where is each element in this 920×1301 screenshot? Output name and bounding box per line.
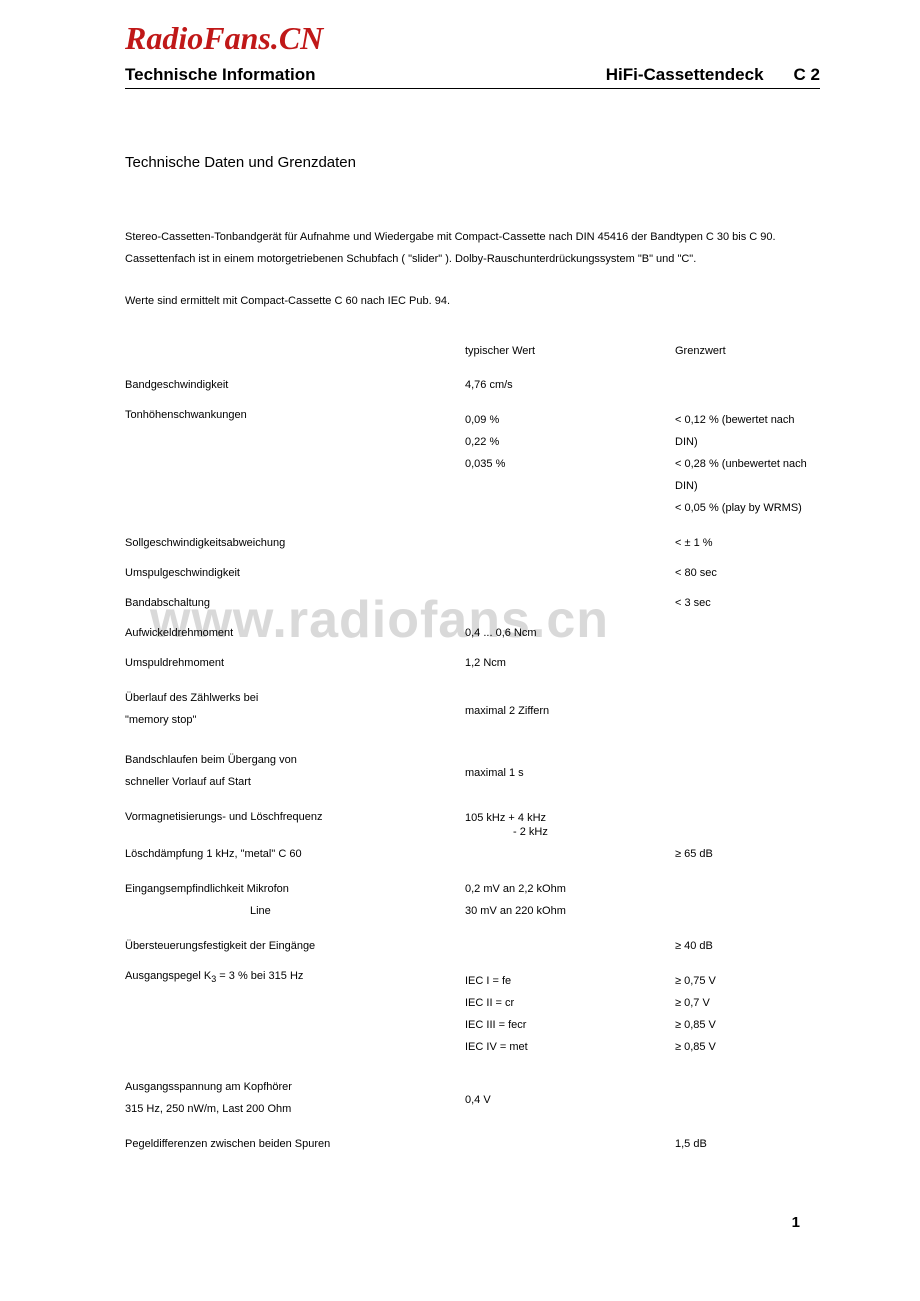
spec-grenz: ≥ 65 dB (675, 848, 820, 860)
header-left-title: Technische Information (125, 65, 316, 85)
spec-label: Umspuldrehmoment (125, 657, 465, 669)
table-row: Bandabschaltung < 3 sec (125, 597, 820, 609)
spec-typ: maximal 1 s (465, 749, 675, 779)
spec-label-line: Line (125, 900, 465, 922)
spec-grenz: ≥ 40 dB (675, 940, 820, 952)
col-grenz-header: Grenzwert (675, 345, 820, 357)
table-row: Überlauf des Zählwerks bei "memory stop"… (125, 687, 820, 731)
spec-typ: 0,4 ... 0,6 Ncm (465, 627, 675, 639)
spec-table: typischer Wert Grenzwert Bandgeschwindig… (125, 345, 820, 1150)
spec-label: Bandgeschwindigkeit (125, 379, 465, 391)
spec-typ: 0,09 % 0,22 % 0,035 % (465, 409, 675, 475)
spec-grenz-line: < 0,12 % (bewertet nach DIN) (675, 409, 820, 453)
spec-label: Vormagnetisierungs- und Löschfrequenz (125, 811, 465, 823)
col-typ-header: typischer Wert (465, 345, 675, 357)
spec-typ: 1,2 Ncm (465, 657, 675, 669)
table-row: Pegeldifferenzen zwischen beiden Spuren … (125, 1138, 820, 1150)
spec-typ-line: IEC IV = met (465, 1036, 675, 1058)
spec-label-line: Überlauf des Zählwerks bei (125, 687, 465, 709)
header-model: C 2 (794, 65, 820, 85)
spec-grenz: < 0,12 % (bewertet nach DIN) < 0,28 % (u… (675, 409, 820, 519)
intro-paragraph: Stereo-Cassetten-Tonbandgerät für Aufnah… (125, 226, 820, 270)
spec-typ: 0,2 mV an 2,2 kOhm 30 mV an 220 kOhm (465, 878, 675, 922)
spec-typ: 4,76 cm/s (465, 379, 675, 391)
spec-typ: 105 kHz + 4 kHz - 2 kHz (465, 811, 675, 840)
table-row: Umspulgeschwindigkeit < 80 sec (125, 567, 820, 579)
table-header-row: typischer Wert Grenzwert (125, 345, 820, 357)
spec-label: Aufwickeldrehmoment (125, 627, 465, 639)
spec-label: Eingangsempfindlichkeit Mikrofon Line (125, 878, 465, 922)
spec-typ-line: 0,035 % (465, 453, 675, 475)
spec-grenz-line: ≥ 0,7 V (675, 992, 820, 1014)
table-row: Ausgangspegel K3 = 3 % bei 315 Hz IEC I … (125, 970, 820, 1058)
brand-logo: RadioFans.CN (125, 20, 820, 57)
table-row: Vormagnetisierungs- und Löschfrequenz 10… (125, 811, 820, 840)
spec-typ: IEC I = fe IEC II = cr IEC III = fecr IE… (465, 970, 675, 1058)
spec-grenz: < 80 sec (675, 567, 820, 579)
table-row: Bandgeschwindigkeit 4,76 cm/s (125, 379, 820, 391)
spec-label: Tonhöhenschwankungen (125, 409, 465, 421)
header-right-group: HiFi-Cassettendeck C 2 (606, 65, 820, 85)
spec-grenz-line: < 0,28 % (unbewertet nach DIN) (675, 453, 820, 497)
spec-grenz-line: ≥ 0,85 V (675, 1036, 820, 1058)
spec-grenz: < ± 1 % (675, 537, 820, 549)
spec-label-line: Eingangsempfindlichkeit Mikrofon (125, 878, 465, 900)
spec-label: Überlauf des Zählwerks bei "memory stop" (125, 687, 465, 731)
spec-typ-line: 0,22 % (465, 431, 675, 453)
spec-label: Umspulgeschwindigkeit (125, 567, 465, 579)
spec-label-line: "memory stop" (125, 709, 465, 731)
spec-label: Pegeldifferenzen zwischen beiden Spuren (125, 1138, 465, 1150)
table-row: Übersteuerungsfestigkeit der Eingänge ≥ … (125, 940, 820, 952)
table-row: Umspuldrehmoment 1,2 Ncm (125, 657, 820, 669)
spec-typ-line: IEC II = cr (465, 992, 675, 1014)
table-row: Löschdämpfung 1 kHz, "metal" C 60 ≥ 65 d… (125, 848, 820, 860)
spec-typ-line: IEC III = fecr (465, 1014, 675, 1036)
spec-label-pre: Ausgangspegel K (125, 970, 211, 982)
spec-label-post: = 3 % bei 315 Hz (216, 970, 303, 982)
spec-label: Bandabschaltung (125, 597, 465, 609)
spec-label: Löschdämpfung 1 kHz, "metal" C 60 (125, 848, 465, 860)
spec-label: Sollgeschwindigkeitsabweichung (125, 537, 465, 549)
table-row: Tonhöhenschwankungen 0,09 % 0,22 % 0,035… (125, 409, 820, 519)
spec-typ-line: 30 mV an 220 kOhm (465, 900, 675, 922)
section-title: Technische Daten und Grenzdaten (125, 154, 820, 171)
spec-grenz: ≥ 0,75 V ≥ 0,7 V ≥ 0,85 V ≥ 0,85 V (675, 970, 820, 1058)
spec-label-line: 315 Hz, 250 nW/m, Last 200 Ohm (125, 1098, 465, 1120)
spec-label: Übersteuerungsfestigkeit der Eingänge (125, 940, 465, 952)
spec-label-line: Ausgangsspannung am Kopfhörer (125, 1076, 465, 1098)
spec-label-line: schneller Vorlauf auf Start (125, 771, 465, 793)
spec-typ-line: 0,09 % (465, 409, 675, 431)
table-row: Aufwickeldrehmoment 0,4 ... 0,6 Ncm (125, 627, 820, 639)
spec-label-line: Bandschlaufen beim Übergang von (125, 749, 465, 771)
spec-grenz-line: < 0,05 % (play by WRMS) (675, 497, 820, 519)
table-row: Eingangsempfindlichkeit Mikrofon Line 0,… (125, 878, 820, 922)
spec-label: Ausgangsspannung am Kopfhörer 315 Hz, 25… (125, 1076, 465, 1120)
header-product-name: HiFi-Cassettendeck (606, 65, 764, 85)
spec-grenz: 1,5 dB (675, 1138, 820, 1150)
spec-typ: maximal 2 Ziffern (465, 687, 675, 717)
spec-grenz-line: ≥ 0,75 V (675, 970, 820, 992)
spec-typ: 0,4 V (465, 1076, 675, 1106)
spec-typ-line: - 2 kHz (465, 825, 675, 839)
page-number: 1 (792, 1214, 800, 1231)
table-row: Sollgeschwindigkeitsabweichung < ± 1 % (125, 537, 820, 549)
note-paragraph: Werte sind ermittelt mit Compact-Cassett… (125, 295, 820, 307)
spec-label: Bandschlaufen beim Übergang von schnelle… (125, 749, 465, 793)
spec-typ-line: 105 kHz + 4 kHz (465, 811, 675, 825)
spec-typ-line: 0,2 mV an 2,2 kOhm (465, 878, 675, 900)
spec-label: Ausgangspegel K3 = 3 % bei 315 Hz (125, 970, 465, 984)
table-row: Ausgangsspannung am Kopfhörer 315 Hz, 25… (125, 1076, 820, 1120)
header-row: Technische Information HiFi-Cassettendec… (125, 65, 820, 89)
spec-grenz-line: ≥ 0,85 V (675, 1014, 820, 1036)
spec-grenz: < 3 sec (675, 597, 820, 609)
spec-typ-line: IEC I = fe (465, 970, 675, 992)
table-row: Bandschlaufen beim Übergang von schnelle… (125, 749, 820, 793)
